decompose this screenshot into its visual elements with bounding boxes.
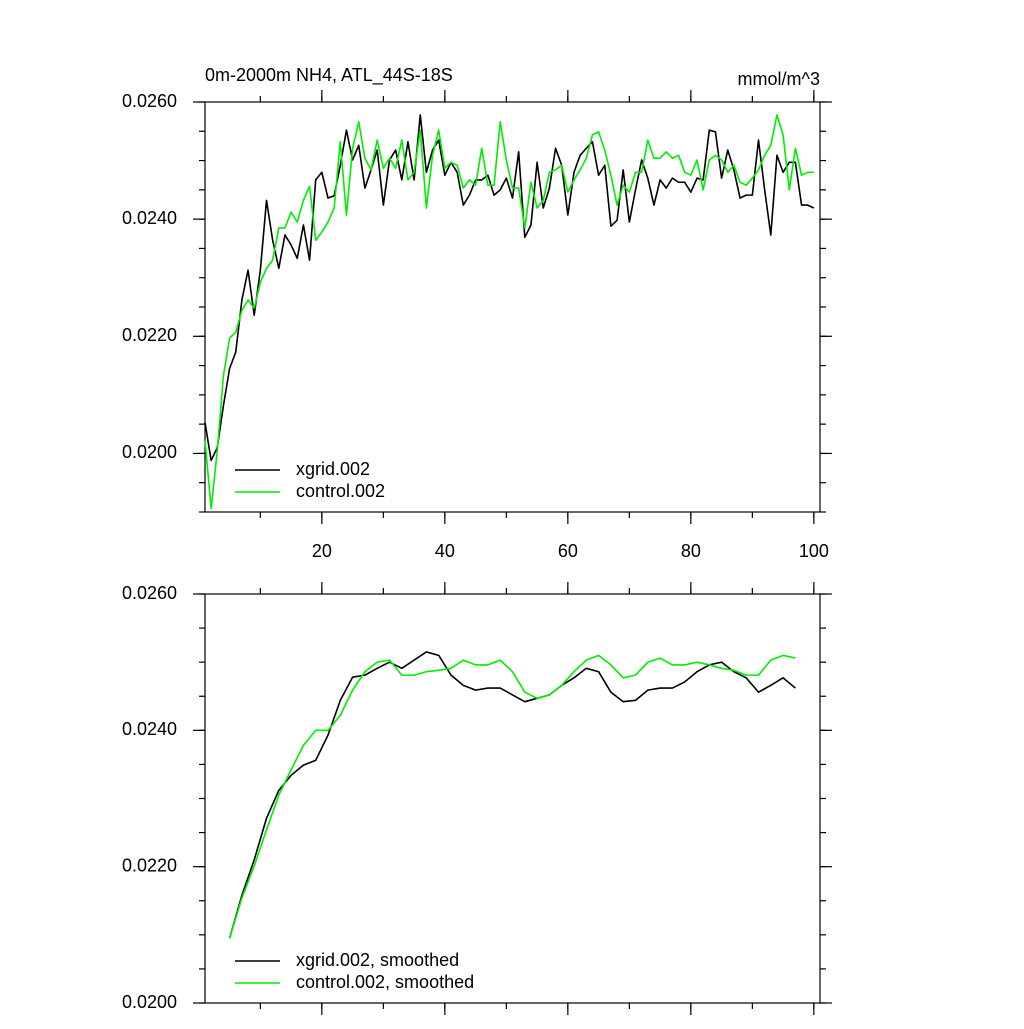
- y-tick-label: 0.0220: [122, 325, 177, 345]
- y-tick-label: 0.0200: [122, 992, 177, 1012]
- y-tick-label: 0.0200: [122, 442, 177, 462]
- legend-label: xgrid.002, smoothed: [296, 950, 459, 970]
- data-line: [228, 654, 796, 939]
- plot-frame: [204, 101, 821, 513]
- x-tick-label: 40: [435, 541, 455, 561]
- y-tick-label: 0.0240: [122, 719, 177, 739]
- units-label: mmol/m^3: [738, 69, 820, 89]
- y-tick-label: 0.0220: [122, 855, 177, 875]
- legend-label: control.002, smoothed: [296, 972, 474, 992]
- y-tick-label: 0.0240: [122, 208, 177, 228]
- x-tick-label: 20: [312, 541, 332, 561]
- x-tick-label: 80: [681, 541, 701, 561]
- data-line: [204, 114, 815, 462]
- y-tick-label: 0.0260: [122, 91, 177, 111]
- y-tick-label: 0.0260: [122, 583, 177, 603]
- data-line: [204, 114, 814, 510]
- legend-label: control.002: [296, 481, 385, 501]
- data-line: [228, 651, 796, 939]
- x-tick-label: 100: [799, 541, 829, 561]
- x-tick-label: 60: [558, 541, 578, 561]
- legend-label: xgrid.002: [296, 459, 370, 479]
- chart-title: 0m-2000m NH4, ATL_44S-18S: [205, 65, 453, 86]
- plot-frame: [204, 593, 821, 1004]
